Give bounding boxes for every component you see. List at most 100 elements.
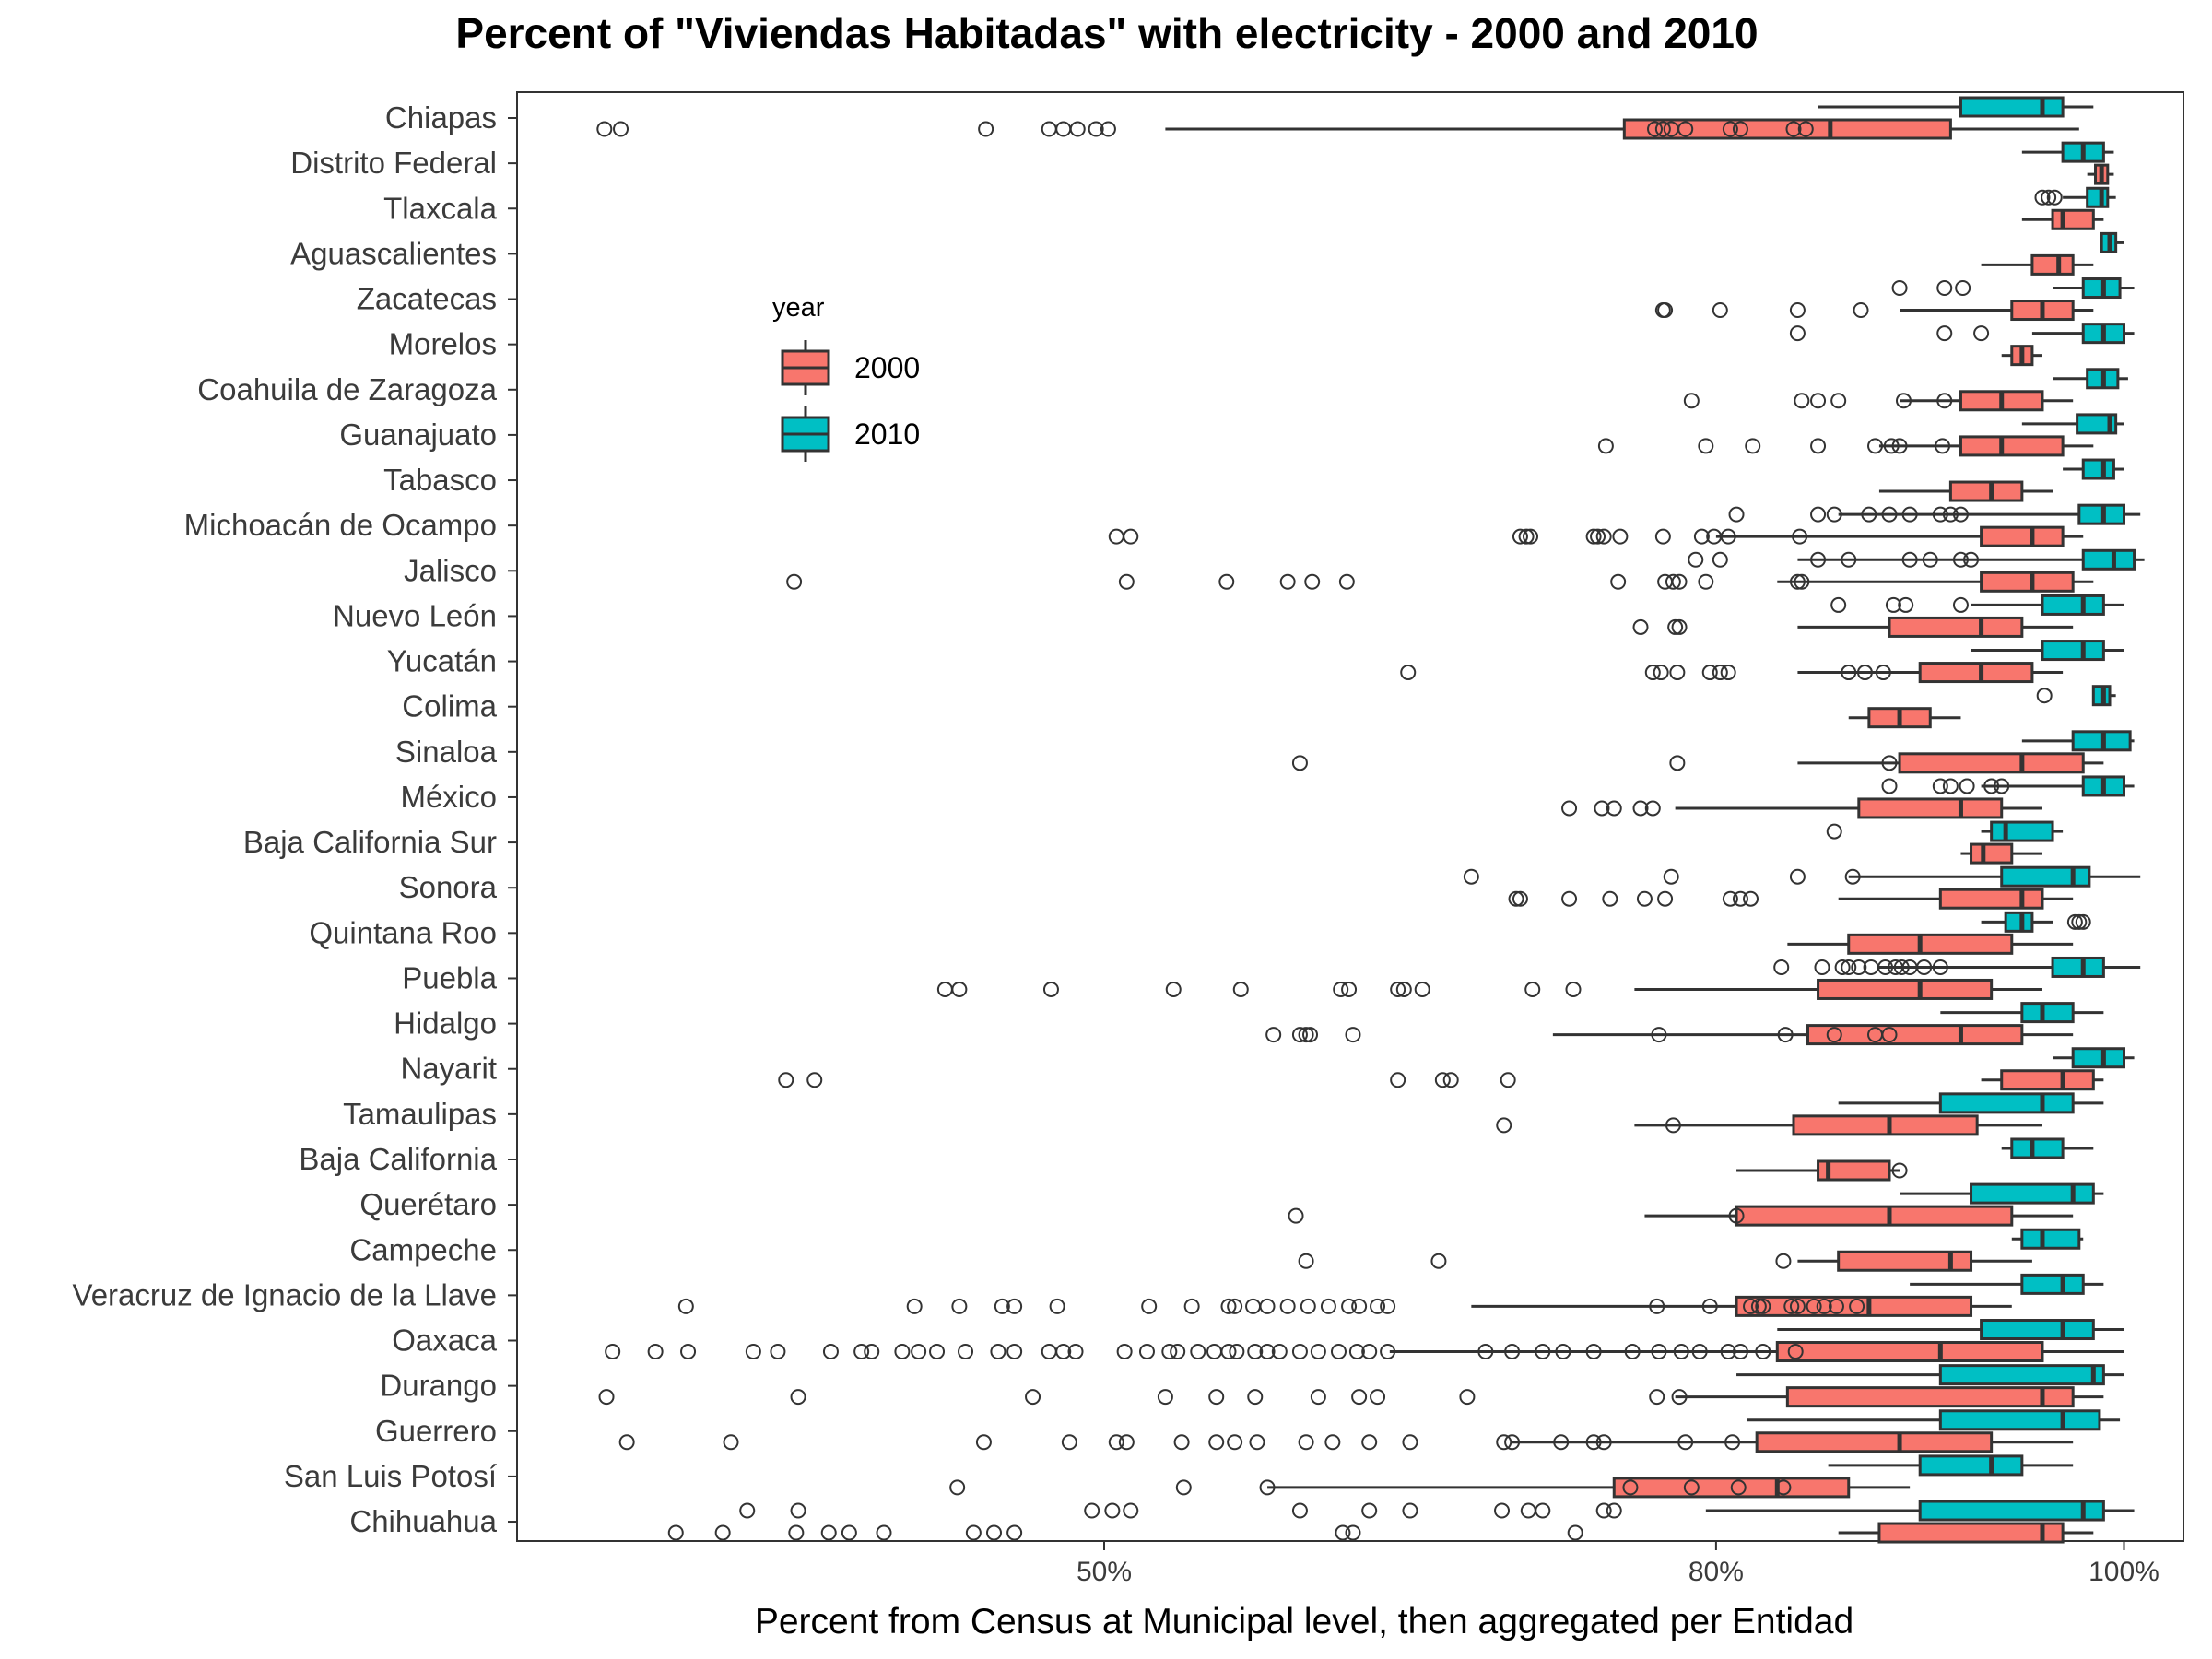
box-2010 (1940, 1002, 2104, 1024)
outlier-point (1220, 1298, 1237, 1314)
outlier-point (1651, 1344, 1667, 1360)
category-label: Puebla (402, 960, 497, 994)
iqr-box (1817, 978, 1994, 1000)
outlier-point (1512, 890, 1528, 907)
outlier-point (1395, 981, 1412, 997)
box-2000 (1675, 1386, 2104, 1408)
outlier-point (1644, 800, 1661, 817)
outlier-point (1291, 1344, 1308, 1360)
outlier-point (1341, 1298, 1358, 1314)
outlier-point (1512, 528, 1528, 545)
iqr-box (2081, 548, 2136, 571)
outlier-point (1561, 800, 1578, 817)
box-2000 (1512, 1431, 2074, 1453)
outlier-point (1370, 1389, 1386, 1406)
outlier-point (1259, 1479, 1276, 1496)
outlier-point (1932, 506, 1948, 523)
iqr-box (1837, 1250, 1973, 1272)
outlier-point (1320, 1298, 1336, 1314)
outlier-point (1789, 868, 1806, 885)
iqr-box (2051, 956, 2105, 978)
outlier-point (1157, 1389, 1173, 1406)
outlier-point (1271, 1344, 1288, 1360)
outlier-point (1298, 1027, 1314, 1043)
iqr-box (1918, 1500, 2105, 1522)
category-label: Morelos (389, 327, 497, 361)
box-2000 (1838, 888, 2074, 910)
box-2010 (2053, 368, 2128, 390)
outlier-point (1335, 1524, 1351, 1541)
x-tick-label: 50% (1077, 1557, 1132, 1587)
box-2010 (2021, 141, 2114, 163)
outlier-point (906, 1298, 923, 1314)
outlier-point (1345, 1524, 1361, 1541)
outlier-point (1712, 551, 1728, 568)
iqr-box (1918, 1454, 2024, 1477)
iqr-box (2041, 640, 2105, 662)
legend-label: 2000 (854, 351, 920, 384)
outlier-point (677, 1298, 694, 1314)
outlier-point (1794, 573, 1810, 590)
outlier-point (1883, 438, 1900, 454)
box-2000 (1634, 1114, 2042, 1136)
outlier-point (1494, 1502, 1511, 1519)
outlier-point (1932, 959, 1948, 975)
outlier-point (1006, 1298, 1023, 1314)
outlier-point (1208, 1434, 1225, 1451)
outlier-point (1585, 528, 1602, 545)
outlier-point (1712, 302, 1728, 319)
outlier-point (1288, 1207, 1304, 1224)
box-2010 (1736, 1364, 2124, 1386)
outlier-point (1524, 981, 1541, 997)
box-2000 (1797, 1250, 2032, 1272)
outlier-point (1247, 1389, 1264, 1406)
outlier-point (1249, 1434, 1265, 1451)
outlier-point (1259, 1344, 1276, 1360)
outlier-point (1745, 438, 1761, 454)
outlier-point (790, 1389, 806, 1406)
iqr-box (2010, 1137, 2065, 1159)
outlier-point (1298, 1253, 1314, 1269)
category-label: Michoacán de Ocampo (184, 508, 497, 542)
outlier-point (1067, 1344, 1084, 1360)
outlier-point (1750, 1298, 1767, 1314)
outlier-point (929, 1344, 946, 1360)
box-2010 (2053, 277, 2135, 300)
outlier-point (1518, 528, 1535, 545)
outlier-point (1789, 573, 1806, 590)
iqr-box (1948, 480, 2024, 502)
outlier-point (1402, 1434, 1418, 1451)
outlier-point (598, 1389, 615, 1406)
category-label: Querétaro (359, 1187, 497, 1221)
outlier-point (1789, 1298, 1806, 1314)
outlier-point (1649, 1389, 1665, 1406)
outlier-point (1881, 1027, 1898, 1043)
outlier-point (1789, 302, 1806, 319)
outlier-point (1567, 1524, 1583, 1541)
box-2010 (1777, 1319, 2124, 1341)
box-2010 (1971, 640, 2124, 662)
iqr-box (1959, 435, 2065, 457)
outlier-point (951, 1298, 968, 1314)
outlier-point (1227, 1298, 1243, 1314)
outlier-point (1935, 438, 1951, 454)
box-2000 (1644, 1205, 2074, 1227)
outlier-point (1688, 551, 1704, 568)
outlier-point (2034, 189, 2051, 206)
outlier-point (949, 1479, 966, 1496)
outlier-point (1104, 1502, 1121, 1519)
category-label: Yucatán (387, 644, 497, 678)
outlier-point (1553, 1434, 1570, 1451)
outlier-point (1810, 438, 1827, 454)
outlier-point (1116, 1344, 1133, 1360)
category-label: Baja California (299, 1142, 497, 1176)
category-label: Aguascalientes (290, 236, 497, 270)
outlier-point (1732, 1344, 1748, 1360)
outlier-point (1123, 528, 1139, 545)
outlier-point (1100, 121, 1116, 137)
outlier-point (1259, 1298, 1276, 1314)
iqr-box (1877, 1522, 2065, 1544)
outlier-point (1891, 1162, 1908, 1179)
outlier-point (1844, 868, 1861, 885)
box-2010 (2100, 231, 2124, 253)
